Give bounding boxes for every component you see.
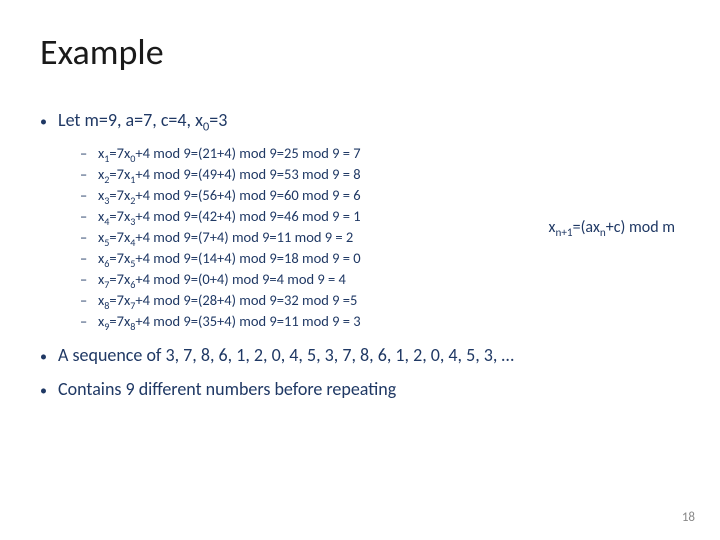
step-text: x4=7x3+4 mod 9=(42+4) mod 9=46 mod 9 = 1 — [98, 206, 361, 227]
formula-sub1: n+1 — [555, 226, 572, 240]
let-bullet: • Let m=9, a=7, c=4, x0=3 — [40, 109, 680, 131]
formula-post: +c) mod m — [606, 218, 675, 237]
step-text: x7=7x6+4 mod 9=(0+4) mod 9=4 mod 9 = 4 — [98, 269, 346, 290]
steps-list: –x1=7x0+4 mod 9=(21+4) mod 9=25 mod 9 = … — [80, 143, 680, 332]
dash-icon: – — [80, 185, 98, 206]
dash-icon: – — [80, 227, 98, 248]
dash-icon: – — [80, 248, 98, 269]
page-number: 18 — [682, 510, 695, 525]
dash-icon: – — [80, 290, 98, 311]
step-text: x9=7x8+4 mod 9=(35+4) mod 9=11 mod 9 = 3 — [98, 311, 361, 332]
step-line: –x7=7x6+4 mod 9=(0+4) mod 9=4 mod 9 = 4 — [80, 269, 680, 290]
dash-icon: – — [80, 164, 98, 185]
dash-icon: – — [80, 206, 98, 227]
let-text: Let m=9, a=7, c=4, x0=3 — [58, 109, 227, 131]
dash-icon: – — [80, 269, 98, 290]
let-prefix: Let m=9, a=7, c=4, x — [58, 109, 203, 131]
slide-title: Example — [40, 30, 680, 74]
step-text: x6=7x5+4 mod 9=(14+4) mod 9=18 mod 9 = 0 — [98, 248, 361, 269]
step-line: –x6=7x5+4 mod 9=(14+4) mod 9=18 mod 9 = … — [80, 248, 680, 269]
step-line: –x3=7x2+4 mod 9=(56+4) mod 9=60 mod 9 = … — [80, 185, 680, 206]
step-line: –x2=7x1+4 mod 9=(49+4) mod 9=53 mod 9 = … — [80, 164, 680, 185]
step-text: x1=7x0+4 mod 9=(21+4) mod 9=25 mod 9 = 7 — [98, 143, 361, 164]
sequence-text: A sequence of 3, 7, 8, 6, 1, 2, 0, 4, 5,… — [58, 344, 514, 366]
bullet-icon: • — [40, 348, 58, 365]
step-text: x3=7x2+4 mod 9=(56+4) mod 9=60 mod 9 = 6 — [98, 185, 361, 206]
step-text: x5=7x4+4 mod 9=(7+4) mod 9=11 mod 9 = 2 — [98, 227, 353, 248]
step-line: –x8=7x7+4 mod 9=(28+4) mod 9=32 mod 9 =5 — [80, 290, 680, 311]
bullet-icon: • — [40, 113, 58, 130]
contains-text: Contains 9 different numbers before repe… — [58, 378, 396, 400]
dash-icon: – — [80, 311, 98, 332]
step-text: x8=7x7+4 mod 9=(28+4) mod 9=32 mod 9 =5 — [98, 290, 357, 311]
contains-bullet: • Contains 9 different numbers before re… — [40, 378, 680, 400]
dash-icon: – — [80, 143, 98, 164]
sequence-bullet: • A sequence of 3, 7, 8, 6, 1, 2, 0, 4, … — [40, 344, 680, 366]
formula-mid: =(ax — [573, 218, 600, 237]
bullet-icon: • — [40, 382, 58, 399]
slide-content: • Let m=9, a=7, c=4, x0=3 –x1=7x0+4 mod … — [40, 109, 680, 400]
step-line: –x1=7x0+4 mod 9=(21+4) mod 9=25 mod 9 = … — [80, 143, 680, 164]
formula: xn+1=(axn+c) mod m — [549, 218, 675, 237]
let-suffix: =3 — [209, 109, 227, 131]
step-line: –x9=7x8+4 mod 9=(35+4) mod 9=11 mod 9 = … — [80, 311, 680, 332]
step-text: x2=7x1+4 mod 9=(49+4) mod 9=53 mod 9 = 8 — [98, 164, 361, 185]
